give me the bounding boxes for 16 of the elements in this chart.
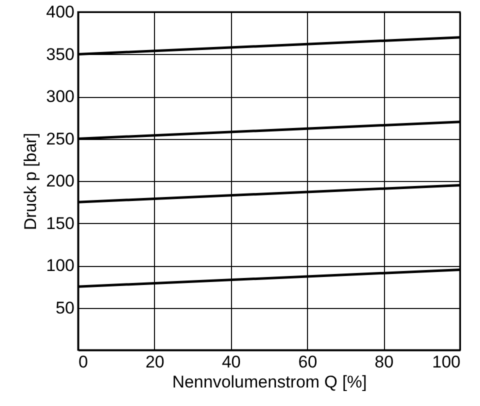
x-tick-label: 60 [298,352,318,372]
x-tick-label: 100 [432,352,460,372]
y-tick-label: 100 [46,256,74,275]
y-tick-label: 200 [46,172,74,190]
y-tick-label: 50 [56,298,74,318]
y-tick-label: 350 [46,44,74,64]
y-axis-title: Druck p [bar] [21,132,40,230]
y-tick-label: 300 [46,87,74,106]
x-tick-label: 80 [374,352,394,372]
y-tick-label: 250 [46,129,74,148]
x-tick-label: 20 [145,352,164,372]
y-tick-label: 150 [46,214,74,233]
y-tick-label: 400 [46,2,74,22]
x-tick-label: 40 [222,352,241,372]
x-tick-label: 0 [78,352,88,372]
x-axis-title: Nennvolumenstrom Q [%] [172,372,367,392]
